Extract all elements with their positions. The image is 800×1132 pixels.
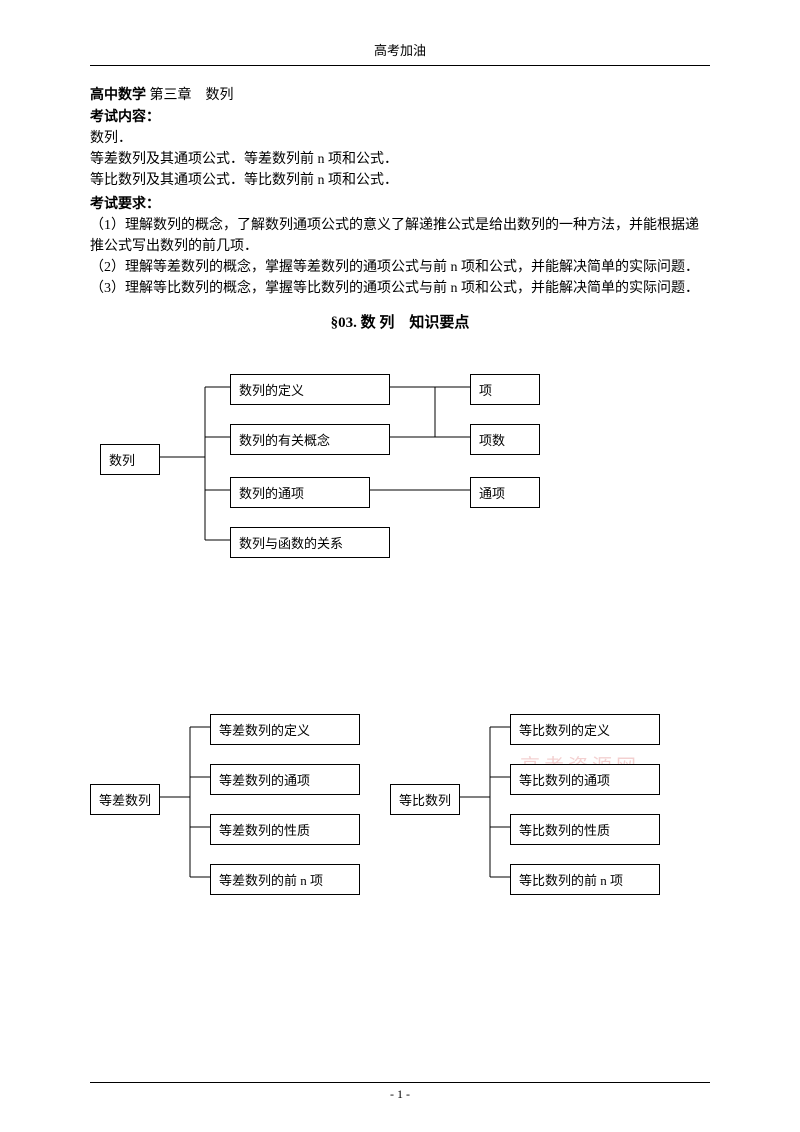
diagram-arith-geo: 等差数列 等差数列的定义 等差数列的通项 等差数列的性质 等差数列的前 n 项 … bbox=[90, 702, 710, 922]
d1-mid-1: 数列的有关概念 bbox=[230, 424, 390, 455]
page-number: - 1 - bbox=[390, 1087, 410, 1101]
exam-content-0: 数列． bbox=[90, 128, 710, 149]
exam-req-1: （2）理解等差数列的概念，掌握等差数列的通项公式与前 n 项和公式，并能解决简单… bbox=[90, 257, 710, 278]
d2-right-1: 等比数列的通项 bbox=[510, 764, 660, 795]
exam-req-0: （1）理解数列的概念，了解数列通项公式的意义了解递推公式是给出数列的一种方法，并… bbox=[90, 215, 710, 257]
title-rest: 第三章 数列 bbox=[146, 88, 234, 103]
d1-mid-2: 数列的通项 bbox=[230, 477, 370, 508]
section-title: §03. 数 列 知识要点 bbox=[90, 311, 710, 332]
d2-left-1: 等差数列的通项 bbox=[210, 764, 360, 795]
chapter-title: 高中数学 第三章 数列 bbox=[90, 84, 710, 104]
page: 高考加油 高中数学 第三章 数列 考试内容： 数列． 等差数列及其通项公式．等差… bbox=[0, 0, 800, 962]
diagram1-connectors bbox=[90, 362, 710, 582]
footer-rule bbox=[90, 1082, 710, 1083]
d1-mid-0: 数列的定义 bbox=[230, 374, 390, 405]
page-footer: - 1 - bbox=[0, 1082, 800, 1102]
exam-req-2: （3）理解等比数列的概念，掌握等比数列的通项公式与前 n 项和公式，并能解决简单… bbox=[90, 278, 710, 299]
d2-left-root: 等差数列 bbox=[90, 784, 160, 815]
d1-root: 数列 bbox=[100, 444, 160, 475]
d2-right-0: 等比数列的定义 bbox=[510, 714, 660, 745]
title-bold: 高中数学 bbox=[90, 88, 146, 103]
diagram-sequence: 数列 数列的定义 数列的有关概念 数列的通项 数列与函数的关系 项 项数 通项 bbox=[90, 362, 710, 582]
page-header: 高考加油 bbox=[90, 40, 710, 66]
d1-right-1: 项数 bbox=[470, 424, 540, 455]
d2-left-3: 等差数列的前 n 项 bbox=[210, 864, 360, 895]
exam-content-2: 等比数列及其通项公式．等比数列前 n 项和公式． bbox=[90, 170, 710, 191]
d1-right-2: 通项 bbox=[470, 477, 540, 508]
d2-left-0: 等差数列的定义 bbox=[210, 714, 360, 745]
d2-right-root: 等比数列 bbox=[390, 784, 460, 815]
exam-content-head: 考试内容： bbox=[90, 106, 710, 126]
exam-content-1: 等差数列及其通项公式．等差数列前 n 项和公式． bbox=[90, 149, 710, 170]
d1-right-0: 项 bbox=[470, 374, 540, 405]
d2-right-2: 等比数列的性质 bbox=[510, 814, 660, 845]
d2-left-2: 等差数列的性质 bbox=[210, 814, 360, 845]
exam-req-head: 考试要求： bbox=[90, 193, 710, 213]
d1-mid-3: 数列与函数的关系 bbox=[230, 527, 390, 558]
d2-right-3: 等比数列的前 n 项 bbox=[510, 864, 660, 895]
